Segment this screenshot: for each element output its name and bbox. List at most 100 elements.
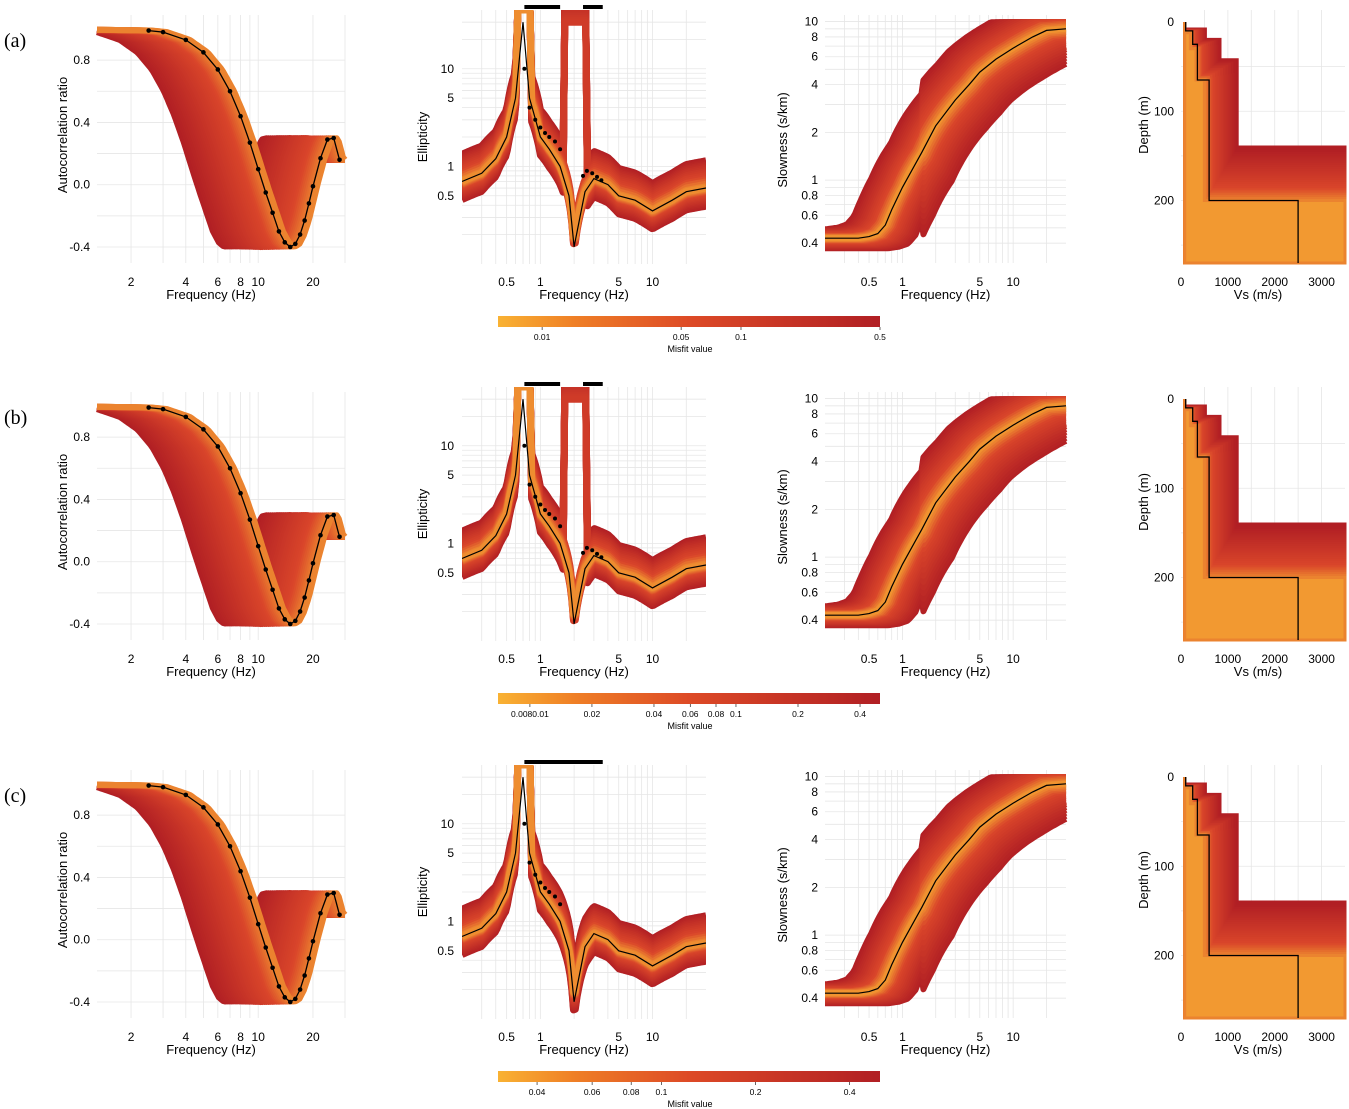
x-tick-label: 10 [646,1030,660,1044]
data-point [201,805,206,810]
data-point [331,890,336,896]
x-tick-label: 0.5 [498,652,515,666]
y-tick-label: 0.0 [73,555,90,569]
data-point [552,139,557,144]
x-tick-label: 10 [1006,1030,1020,1044]
data-point [599,178,604,183]
data-point [146,28,151,33]
data-point [325,514,330,519]
y-tick-label: 5 [447,846,454,860]
y-tick-label: 0 [1167,392,1174,406]
x-tick-label: 0.5 [498,1030,515,1044]
data-point [584,545,589,550]
data-point [318,910,323,916]
y-tick-label: 0.6 [801,208,818,222]
data-point [146,783,151,788]
x-tick-label: 1000 [1215,1030,1242,1044]
autocorrelation-panel: 2 4 6 8 10 20 0.8 0.4 0.0 -0.4 Frequency (Hz) Autoc… [55,770,348,1057]
data-point [522,443,527,448]
x-tick-label: 10 [1006,275,1020,289]
data-point [584,168,589,173]
colorbar-tick-label: 0.4 [844,1087,856,1097]
data-point [527,482,532,487]
x-tick-label: 4 [182,1030,189,1044]
colorbar-tick-label: 0.0080.01 [511,709,549,719]
y-tick-label: 0.8 [73,430,90,444]
data-point [306,201,312,206]
colorbar-tick-label: 0.08 [708,709,725,719]
best-fit-curve [825,28,1067,239]
y-tick-label: 10 [805,770,819,784]
x-tick-label: 2000 [1261,1030,1288,1044]
data-point [590,548,595,553]
data-point [247,895,253,900]
data-point [247,517,253,522]
data-point [599,555,604,560]
x-tick-label: 20 [306,652,320,666]
y-tick-label: 200 [1154,571,1174,585]
y-tick-label: 200 [1154,194,1174,208]
data-point [310,560,316,566]
data-point [160,406,166,412]
y-tick-label: 10 [441,62,455,76]
colorbar-tick-label: 0.04 [646,709,663,719]
colorbar-tick-label: 0.02 [584,709,601,719]
x-tick-label: 10 [252,652,266,666]
x-axis-label: Frequency (Hz) [901,1042,991,1057]
best-fit-curve [462,399,706,624]
data-point [306,956,312,961]
data-point [538,880,543,885]
data-point [183,414,189,420]
x-tick-label: 10 [646,652,660,666]
data-point [255,166,261,172]
data-point [547,512,552,516]
profile-panel: 0 1000 2000 3000 0 100 200 Vs (m/s) Depth (m) [1136,765,1347,1057]
y-tick-label: 0 [1167,770,1174,784]
y-tick-label: 2 [811,125,818,139]
colorbar-gradient [498,693,880,704]
y-tick-label: 0.4 [801,613,818,627]
best-fit-profile [1185,399,1299,640]
data-point [282,240,288,245]
x-axis-label: Frequency (Hz) [166,287,256,302]
y-axis-label: Slowness (s/km) [775,92,790,187]
x-axis-label: Frequency (Hz) [901,664,991,679]
data-point [543,130,548,135]
data-point [552,516,557,521]
data-point [558,147,563,152]
data-point [270,587,275,593]
y-tick-label: 0.8 [73,808,90,822]
y-tick-label: 100 [1154,481,1174,495]
data-point [215,822,221,827]
y-tick-label: 0.0 [73,178,90,192]
x-tick-label: 5 [976,275,983,289]
y-axis-label: Ellipticity [415,111,430,162]
colorbar-tick-label: 0.06 [682,709,699,719]
y-tick-label: 1 [811,928,818,942]
colorbar-tick-label: 0.06 [584,1087,601,1097]
colorbar-tick-label: 0.1 [735,332,747,342]
y-tick-label: 0.8 [801,565,818,579]
row-label: (b) [4,407,27,429]
x-tick-label: 8 [237,652,244,666]
data-point [247,140,253,145]
y-tick-label: 0.4 [73,492,90,506]
y-axis-label: Ellipticity [415,866,430,917]
x-tick-label: 2 [128,1030,135,1044]
data-point [302,595,307,600]
data-point [595,174,600,179]
y-tick-label: 10 [805,15,819,29]
data-point [293,996,298,1002]
y-tick-label: 10 [805,392,819,406]
x-axis-label: Frequency (Hz) [539,664,629,679]
data-point [183,37,189,43]
x-tick-label: 1 [537,652,544,666]
x-tick-label: 3000 [1308,1030,1335,1044]
x-tick-label: 0 [1178,275,1185,289]
data-point [297,987,303,992]
y-tick-label: 0.6 [801,963,818,977]
ellipticity-panel: 0.5 1 5 10 10 5 1 0.5 Frequency (Hz) Ellipticity 0… [415,760,880,1109]
